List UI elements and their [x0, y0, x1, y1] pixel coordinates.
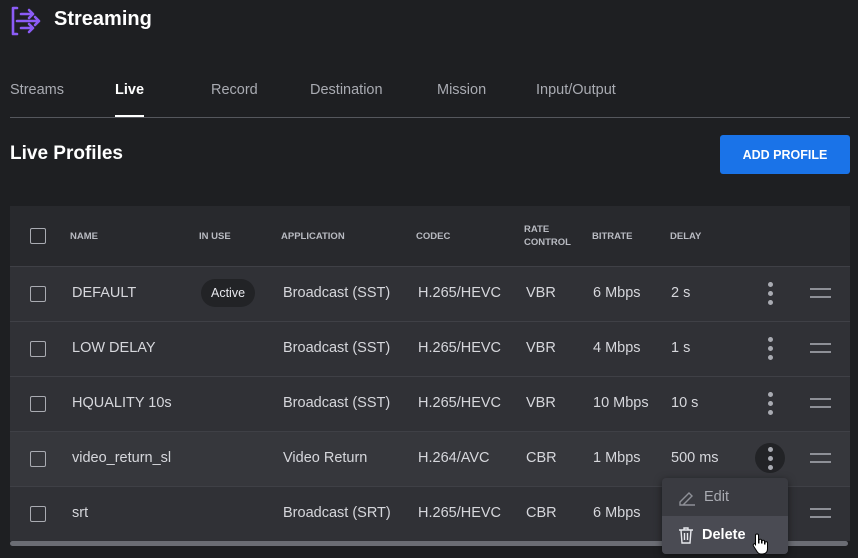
more-options-icon[interactable] [755, 388, 785, 418]
table-row[interactable]: DEFAULT Active Broadcast (SST) H.265/HEVC VB… [10, 266, 850, 321]
tab-destination[interactable]: Destination [310, 82, 383, 98]
row-checkbox[interactable] [30, 286, 46, 302]
cell-application: Broadcast (SRT) [283, 505, 391, 521]
trash-icon [679, 527, 693, 544]
tab-mission[interactable]: Mission [437, 82, 487, 98]
header-delay[interactable]: DELAY [670, 231, 702, 242]
menu-item-edit[interactable]: Edit [662, 478, 788, 516]
cell-codec: H.265/HEVC [418, 285, 502, 301]
pencil-icon [679, 492, 695, 506]
profiles-table: NAME IN USE APPLICATION CODEC RATE CONTR… [10, 206, 850, 541]
row-checkbox[interactable] [30, 396, 46, 412]
cell-rate-control: CBR [526, 450, 557, 466]
cell-name: srt [72, 505, 89, 521]
table-row[interactable]: LOW DELAY Broadcast (SST) H.265/HEVC VBR 4 M… [10, 321, 850, 376]
cell-bitrate: 10 Mbps [593, 395, 649, 411]
cell-rate-control: VBR [526, 395, 556, 411]
table-row[interactable]: srt Broadcast (SRT) H.265/HEVC CBR 6 Mbps [10, 486, 850, 541]
more-options-icon[interactable] [755, 278, 785, 308]
header-in-use[interactable]: IN USE [199, 231, 231, 242]
cell-codec: H.265/HEVC [418, 505, 502, 521]
row-checkbox[interactable] [30, 506, 46, 522]
menu-delete-label: Delete [702, 527, 746, 543]
table-row[interactable]: video_return_sl Video Return H.264/AVC CBR 1… [10, 431, 850, 486]
header-application[interactable]: APPLICATION [281, 231, 345, 242]
more-options-icon[interactable] [755, 333, 785, 363]
hand-cursor-icon [752, 533, 768, 555]
active-tab-indicator [115, 115, 144, 117]
more-options-icon[interactable] [755, 443, 785, 473]
drag-handle-icon[interactable] [810, 508, 831, 518]
tab-divider [10, 117, 850, 118]
row-checkbox[interactable] [30, 451, 46, 467]
tab-record[interactable]: Record [211, 82, 258, 98]
cell-name: LOW DELAY [72, 340, 156, 356]
select-all-checkbox[interactable] [30, 228, 46, 244]
table-header: NAME IN USE APPLICATION CODEC RATE CONTR… [10, 206, 850, 266]
cell-bitrate: 6 Mbps [593, 505, 641, 521]
drag-handle-icon[interactable] [810, 453, 831, 463]
streaming-logo-icon [11, 6, 41, 36]
horizontal-scrollbar[interactable] [10, 541, 848, 546]
cell-delay: 10 s [671, 395, 699, 411]
header-bitrate[interactable]: BITRATE [592, 231, 633, 242]
menu-edit-label: Edit [704, 489, 729, 505]
cell-delay: 500 ms [671, 450, 719, 466]
cell-name: video_return_sl [72, 450, 172, 466]
app-title: Streaming [54, 8, 152, 30]
cell-application: Broadcast (SST) [283, 340, 391, 356]
drag-handle-icon[interactable] [810, 398, 831, 408]
row-checkbox[interactable] [30, 341, 46, 357]
tab-live[interactable]: Live [115, 82, 145, 98]
cell-bitrate: 4 Mbps [593, 340, 641, 356]
cell-application: Video Return [283, 450, 368, 466]
cell-name: DEFAULT [72, 285, 137, 301]
cell-codec: H.264/AVC [418, 450, 490, 466]
cell-rate-control: CBR [526, 505, 557, 521]
drag-handle-icon[interactable] [810, 343, 831, 353]
cell-bitrate: 6 Mbps [593, 285, 641, 301]
cell-rate-control: VBR [526, 285, 556, 301]
cell-application: Broadcast (SST) [283, 395, 391, 411]
cell-application: Broadcast (SST) [283, 285, 391, 301]
tab-input-output[interactable]: Input/Output [536, 82, 616, 98]
add-profile-button[interactable]: ADD PROFILE [720, 135, 850, 174]
header-codec[interactable]: CODEC [416, 231, 451, 242]
header-rate-control[interactable]: RATE CONTROL [524, 224, 571, 248]
tab-streams[interactable]: Streams [10, 82, 64, 98]
cell-delay: 1 s [671, 340, 691, 356]
drag-handle-icon[interactable] [810, 288, 831, 298]
cell-rate-control: VBR [526, 340, 556, 356]
cell-codec: H.265/HEVC [418, 395, 502, 411]
header-name[interactable]: NAME [70, 231, 98, 242]
page-title: Live Profiles [10, 143, 123, 164]
cell-codec: H.265/HEVC [418, 340, 502, 356]
table-row[interactable]: HQUALITY 10s Broadcast (SST) H.265/HEVC VBR… [10, 376, 850, 431]
cell-bitrate: 1 Mbps [593, 450, 641, 466]
status-badge: Active [201, 279, 256, 307]
cell-delay: 2 s [671, 285, 691, 301]
cell-name: HQUALITY 10s [72, 395, 172, 411]
